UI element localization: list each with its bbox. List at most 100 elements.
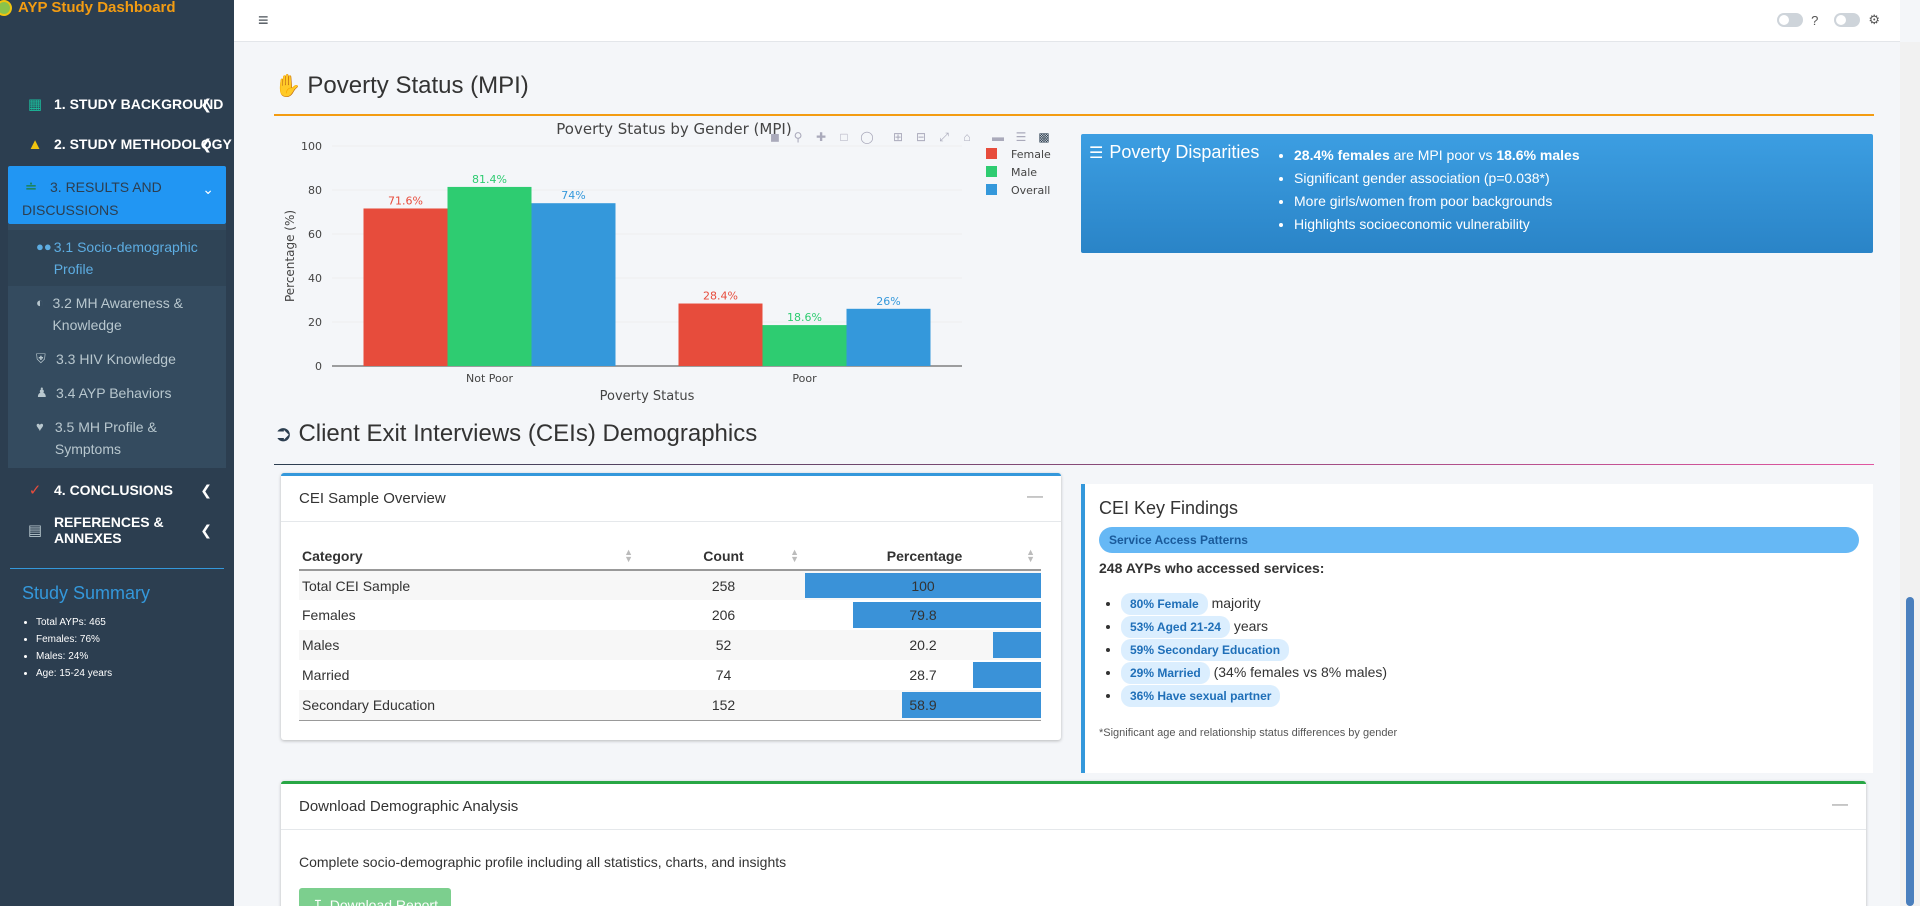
- finding-tag: 59% Secondary Education: [1121, 639, 1290, 661]
- x-axis-label: Poverty Status: [600, 389, 695, 404]
- download-description: Complete socio-demographic profile inclu…: [299, 854, 787, 870]
- section-divider: [274, 114, 1874, 116]
- sidebar-item-mh-profile[interactable]: ♥ 3.5 MH Profile & Symptoms: [8, 410, 226, 466]
- sub-item-label: 3.5 MH Profile & Symptoms: [54, 419, 157, 457]
- legend-swatch: [986, 166, 997, 177]
- cell-count: 258: [639, 570, 805, 600]
- scrollbar-thumb[interactable]: [1906, 597, 1914, 906]
- logo-icon: [0, 0, 12, 16]
- cell-percentage: 58.9: [805, 690, 1041, 721]
- infobox-title: ☰ Poverty Disparities: [1089, 142, 1259, 163]
- download-report-button[interactable]: ↧ Download Report: [299, 888, 451, 906]
- summary-line: Females: 76%: [36, 631, 212, 648]
- column-header-count[interactable]: Count ▲ ▼: [639, 542, 805, 571]
- scrollbar[interactable]: [1900, 42, 1920, 906]
- table-row: Males 52 20.2: [299, 630, 1041, 660]
- finding-tag: 53% Aged 21-24: [1121, 616, 1230, 638]
- sort-icon: ▲ ▼: [624, 547, 633, 564]
- disparity-item: More girls/women from poor backgrounds: [1294, 190, 1580, 213]
- sidebar-item-mh-awareness[interactable]: ◐ 3.2 MH Awareness & Knowledge: [8, 286, 226, 342]
- sidebar-item-label: 1. STUDY BACKGROUND: [54, 96, 224, 112]
- infobox-title-text: Poverty Disparities: [1109, 142, 1260, 162]
- finding-item: 80% Female majority: [1121, 592, 1859, 615]
- sidebar-item-references[interactable]: ▤ REFERENCES & ANNEXES ❮: [0, 510, 234, 550]
- cell-count: 206: [711, 607, 736, 623]
- findings-title: CEI Key Findings: [1099, 498, 1239, 518]
- download-card: Download Demographic Analysis — Complete…: [281, 781, 1866, 906]
- y-tick-label: 40: [308, 272, 322, 285]
- finding-item: 36% Have sexual partner: [1121, 684, 1859, 707]
- card-header: CEI Sample Overview —: [281, 476, 1061, 522]
- cei-sample-overview-card: CEI Sample Overview — Category ▲ ▼ Count ▲ ▼…: [281, 473, 1061, 740]
- compare-icon[interactable]: ☰: [1015, 130, 1027, 144]
- bar-female: [678, 303, 763, 366]
- sidebar-item-socio-demographic[interactable]: ●● 3.1 Socio-demographic Profile: [8, 230, 226, 286]
- bar-male: [447, 186, 532, 366]
- finding-item: 29% Married (34% females vs 8% males): [1121, 661, 1859, 684]
- section-title: Client Exit Interviews (CEIs) Demographi…: [298, 420, 758, 447]
- legend-swatch: [986, 148, 997, 159]
- column-header-percentage[interactable]: Percentage ▲ ▼: [805, 542, 1041, 571]
- sidebar-item-study-background[interactable]: ▦ 1. STUDY BACKGROUND ❮: [0, 84, 234, 124]
- y-tick-label: 100: [301, 140, 322, 153]
- header-label: Percentage: [886, 547, 963, 564]
- table-row: Married 74 28.7: [299, 660, 1041, 690]
- x-tick-label: Not Poor: [466, 372, 513, 385]
- header-label: Category: [302, 547, 363, 564]
- chart-line-icon: ≐: [24, 179, 38, 196]
- brand[interactable]: AYP Study Dashboard: [0, 0, 234, 44]
- spike-lines-icon[interactable]: ▬: [992, 130, 1004, 144]
- zoom-icon[interactable]: ⚲: [793, 130, 803, 144]
- table-row: Total CEI Sample 258 100: [299, 570, 1041, 600]
- poverty-chart[interactable]: 0 20 40 60 80 100 Poverty Status by Gender (MP…: [274, 118, 1064, 410]
- poverty-chart-svg: 0 20 40 60 80 100 Poverty Status by Gender (MP…: [283, 120, 1051, 404]
- autoscale-icon[interactable]: ⤢: [939, 130, 949, 144]
- legend-swatch: [986, 184, 997, 195]
- percentage-label: 58.9: [909, 696, 937, 713]
- finding-text: years: [1229, 618, 1269, 634]
- sidebar-item-label: 2. STUDY METHODOLOGY: [54, 136, 232, 152]
- finding-item: 59% Secondary Education: [1121, 638, 1859, 661]
- finding-text: majority: [1207, 595, 1261, 611]
- finding-item: 53% Aged 21-24 years: [1121, 615, 1859, 638]
- sidebar-item-ayp-behaviors[interactable]: ♟ 3.4 AYP Behaviors: [8, 376, 226, 410]
- y-tick-label: 0: [315, 360, 322, 373]
- theme-toggle[interactable]: [1834, 13, 1861, 27]
- sidebar-item-conclusions[interactable]: ✓ 4. CONCLUSIONS ❮: [0, 470, 234, 510]
- zoom-out-icon[interactable]: ⊟: [915, 130, 927, 144]
- box-select-icon[interactable]: □: [840, 130, 848, 144]
- poverty-section-heading: ✋ Poverty Status (MPI): [274, 72, 529, 100]
- chevron-left-icon: ❮: [200, 522, 212, 538]
- camera-icon[interactable]: ◼: [770, 130, 780, 144]
- collapse-icon[interactable]: —: [1027, 488, 1043, 505]
- column-header-category[interactable]: Category ▲ ▼: [299, 542, 639, 571]
- cell-category: Total CEI Sample: [299, 570, 639, 600]
- card-header: Download Demographic Analysis —: [281, 784, 1866, 830]
- cell-percentage: 100: [805, 570, 1041, 600]
- plotly-logo-icon[interactable]: ▩: [1038, 130, 1050, 144]
- data-label: 26%: [876, 295, 900, 308]
- sub-item-label: 3.2 MH Awareness & Knowledge: [52, 295, 183, 333]
- file-icon: ▤: [27, 522, 43, 539]
- sidebar-item-label: REFERENCES & ANNEXES: [53, 514, 164, 546]
- summary-title: Study Summary: [22, 583, 151, 603]
- percentage-label: 28.7: [909, 667, 937, 683]
- disparity-item: Highlights socioeconomic vulnerability: [1294, 213, 1580, 236]
- cell-category: Females: [302, 607, 356, 623]
- legend-label: Overall: [1011, 184, 1050, 197]
- sidebar-item-study-methodology[interactable]: ▲ 2. STUDY METHODOLOGY ❮: [0, 124, 234, 164]
- collapse-icon[interactable]: —: [1832, 796, 1848, 813]
- sidebar-item-results[interactable]: ≐ 3. RESULTS AND DISCUSSIONS ⌄: [8, 166, 226, 224]
- gear-icon[interactable]: ⚙: [1868, 12, 1880, 27]
- hamburger-menu-icon[interactable]: ≡: [258, 10, 269, 30]
- lasso-icon[interactable]: ◯: [860, 130, 874, 144]
- text: are MPI poor vs: [1389, 147, 1497, 163]
- dark-mode-toggle[interactable]: [1777, 13, 1804, 27]
- pan-icon[interactable]: ✚: [815, 130, 827, 144]
- zoom-in-icon[interactable]: ⊞: [892, 130, 904, 144]
- help-icon[interactable]: ?: [1811, 12, 1819, 28]
- sidebar-item-hiv-knowledge[interactable]: ⛨ 3.3 HIV Knowledge: [8, 342, 226, 376]
- y-tick-label: 60: [308, 228, 322, 241]
- y-tick-label: 20: [308, 316, 322, 329]
- home-icon[interactable]: ⌂: [963, 130, 971, 144]
